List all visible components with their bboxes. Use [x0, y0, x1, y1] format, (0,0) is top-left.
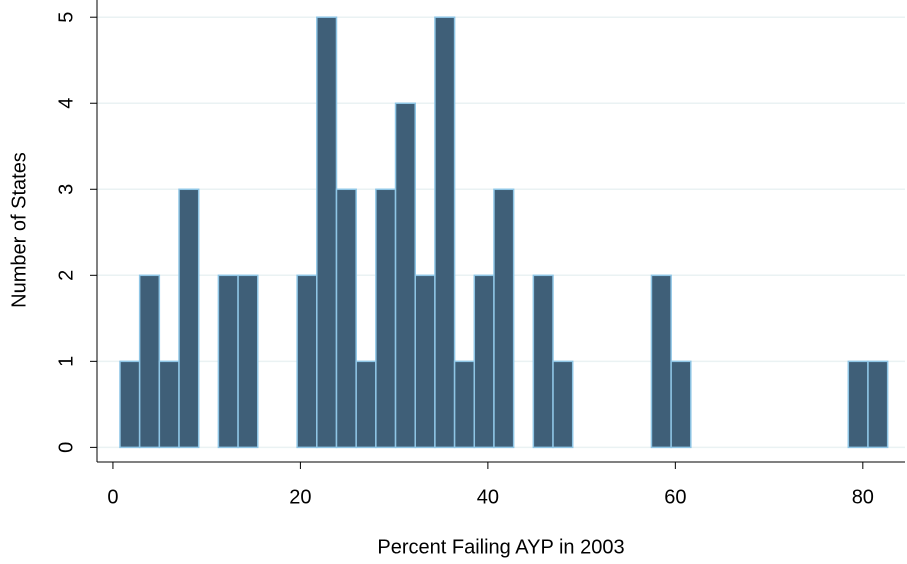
bar [650, 274, 672, 449]
bar [375, 188, 397, 449]
bar [138, 274, 161, 449]
bar [473, 274, 495, 449]
bar [178, 188, 200, 449]
x-tick-label: 40 [477, 486, 499, 508]
x-tick-label: 20 [289, 486, 311, 508]
bar [532, 274, 554, 449]
bar [355, 360, 377, 449]
bar [158, 360, 180, 449]
bar [867, 360, 889, 449]
bar [316, 16, 338, 449]
y-tick-label: 3 [55, 184, 77, 195]
x-axis-title: Percent Failing AYP in 2003 [377, 536, 624, 558]
bar [493, 188, 515, 449]
bar [394, 102, 416, 449]
bar [119, 360, 141, 449]
x-tick-label: 60 [664, 486, 686, 508]
bar [217, 274, 239, 449]
bar [552, 360, 574, 449]
bar [434, 16, 456, 449]
y-tick-label: 0 [55, 442, 77, 453]
bar [414, 274, 436, 449]
y-tick-label: 2 [55, 270, 77, 281]
y-tick-label: 1 [55, 356, 77, 367]
x-tick-label: 80 [852, 486, 874, 508]
x-tick-label: 0 [107, 486, 118, 508]
bar [847, 360, 869, 449]
bar [670, 360, 692, 449]
bar [453, 360, 476, 449]
y-tick-label: 4 [55, 98, 77, 109]
bar [296, 274, 318, 449]
bar [335, 188, 357, 449]
y-tick-label: 5 [55, 12, 77, 23]
y-axis-title: Number of States [8, 152, 30, 308]
bar [237, 274, 259, 449]
